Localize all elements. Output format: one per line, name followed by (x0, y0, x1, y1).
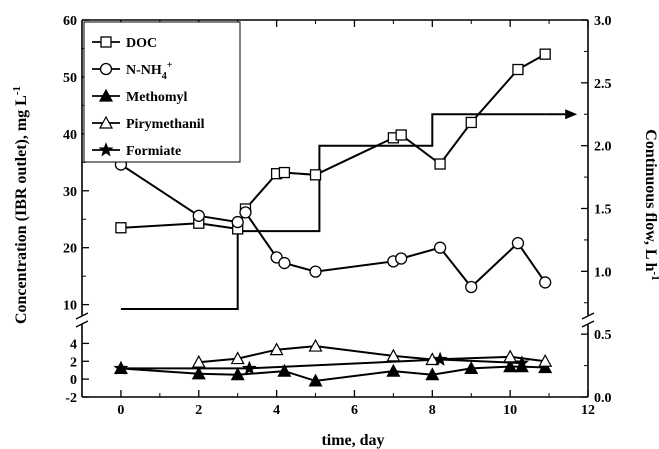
data-point-methomyl (538, 360, 553, 374)
data-point-methomyl (386, 363, 401, 377)
y2-tick-label: 3.0 (594, 14, 612, 29)
plot-frame (75, 19, 595, 398)
legend-label-methomyl: Methomyl (126, 90, 188, 105)
y-tick-label-lower: -2 (65, 391, 77, 406)
y-tick-label: 40 (63, 128, 77, 143)
series-line-pirymethanil (198, 345, 546, 364)
y-tick-label-lower: 0 (70, 373, 77, 388)
data-point-n-nh (231, 215, 244, 229)
data-point-formiate (113, 360, 129, 375)
x-tick-label: 4 (273, 403, 280, 418)
data-point-n-nh (433, 241, 447, 254)
x-axis-title: time, day (321, 432, 384, 449)
data-point-methomyl (230, 367, 245, 381)
y-axis-title: Concentration (IBR outlet), mg L-1 (11, 86, 30, 324)
y2-tick-label: 2.0 (594, 140, 612, 155)
y-tick-label: 50 (63, 71, 77, 86)
data-point-doc (115, 222, 127, 234)
data-point-n-nh (278, 256, 291, 270)
y2-tick-label: 0.5 (594, 328, 612, 343)
data-point-methomyl (277, 363, 292, 377)
legend-label-pirymethanil: Pirymethanil (126, 117, 205, 132)
data-point-methomyl (464, 361, 479, 375)
y-tick-label-lower: 2 (70, 355, 77, 370)
data-point-n-nh (239, 206, 252, 219)
series-line-formiate (120, 358, 522, 370)
x-tick-label: 12 (581, 403, 595, 418)
data-point-n-nh (511, 236, 525, 250)
y-tick-label: 10 (63, 299, 77, 314)
data-point-n-nh (465, 280, 478, 294)
x-tick-label: 10 (503, 403, 517, 418)
data-point-methomyl (191, 366, 206, 380)
x-tick-label: 8 (429, 403, 436, 418)
y-tick-label: 30 (63, 185, 77, 200)
data-point-pirymethanil (191, 354, 206, 368)
x-tick-label: 6 (351, 403, 358, 418)
markers-layer (113, 48, 553, 387)
axis-break-mark (75, 312, 89, 320)
axis-break-mark (581, 320, 595, 328)
legend-label-doc: DOC (126, 36, 157, 51)
data-point-pirymethanil (503, 349, 518, 363)
axis-break-mark (75, 320, 89, 328)
data-point-methomyl (425, 367, 440, 381)
y-tick-label: 20 (63, 242, 77, 257)
data-point-pirymethanil (308, 338, 323, 352)
data-point-pirymethanil (386, 348, 401, 362)
legend-marker-formiate (98, 142, 114, 157)
y2-axis-title: Continuous flow, L h-1 (642, 129, 659, 280)
legend-marker-n-nh (99, 62, 113, 76)
y-tick-label-lower: 4 (70, 337, 77, 352)
legend: DOC N-NH4+ Methomyl Pirymethanil Formiate (83, 21, 241, 163)
x-tick-label: 2 (195, 403, 202, 418)
y2-tick-label: 0.0 (594, 391, 612, 406)
data-point-n-nh (309, 265, 322, 278)
axis-ticks: 0 2 4 6 8 10 12 10 20 30 40 50 60 -2 0 2 4 0.0 0.5 1.0 1.5 2.… (63, 14, 612, 418)
x-tick-label: 0 (117, 403, 124, 418)
data-point-formiate (514, 355, 530, 370)
data-point-doc (465, 116, 477, 129)
data-point-n-nh (539, 276, 552, 289)
data-point-pirymethanil (269, 342, 284, 356)
data-point-doc (309, 169, 322, 181)
legend-marker-doc (100, 36, 112, 48)
flow-arrow-head (565, 109, 578, 120)
legend-marker-pirymethanil (98, 115, 114, 129)
data-point-methomyl (503, 359, 518, 373)
series-line-continuous-flow (120, 113, 546, 310)
series-line-n-nh (120, 163, 547, 289)
data-point-doc (539, 48, 551, 60)
axis-break-mark (581, 312, 595, 320)
y2-tick-label: 2.5 (594, 77, 612, 92)
data-point-doc (395, 129, 407, 141)
data-point-formiate (241, 360, 257, 375)
legend-label-formiate: Formiate (126, 144, 181, 159)
data-point-doc (512, 63, 524, 76)
legend-marker-methomyl (98, 88, 114, 102)
y-tick-label: 60 (63, 14, 77, 29)
legend-label-n-nh: N-NH4+ (126, 60, 173, 82)
data-point-pirymethanil (538, 354, 553, 367)
data-point-n-nh (395, 252, 408, 265)
data-point-formiate (432, 351, 448, 366)
y2-tick-label: 1.0 (594, 265, 612, 280)
data-point-doc (278, 166, 291, 179)
data-point-pirymethanil (230, 351, 245, 365)
data-point-n-nh (192, 209, 205, 222)
data-point-doc (434, 158, 446, 170)
y2-tick-label: 1.5 (594, 203, 612, 218)
data-point-methomyl (308, 373, 323, 387)
